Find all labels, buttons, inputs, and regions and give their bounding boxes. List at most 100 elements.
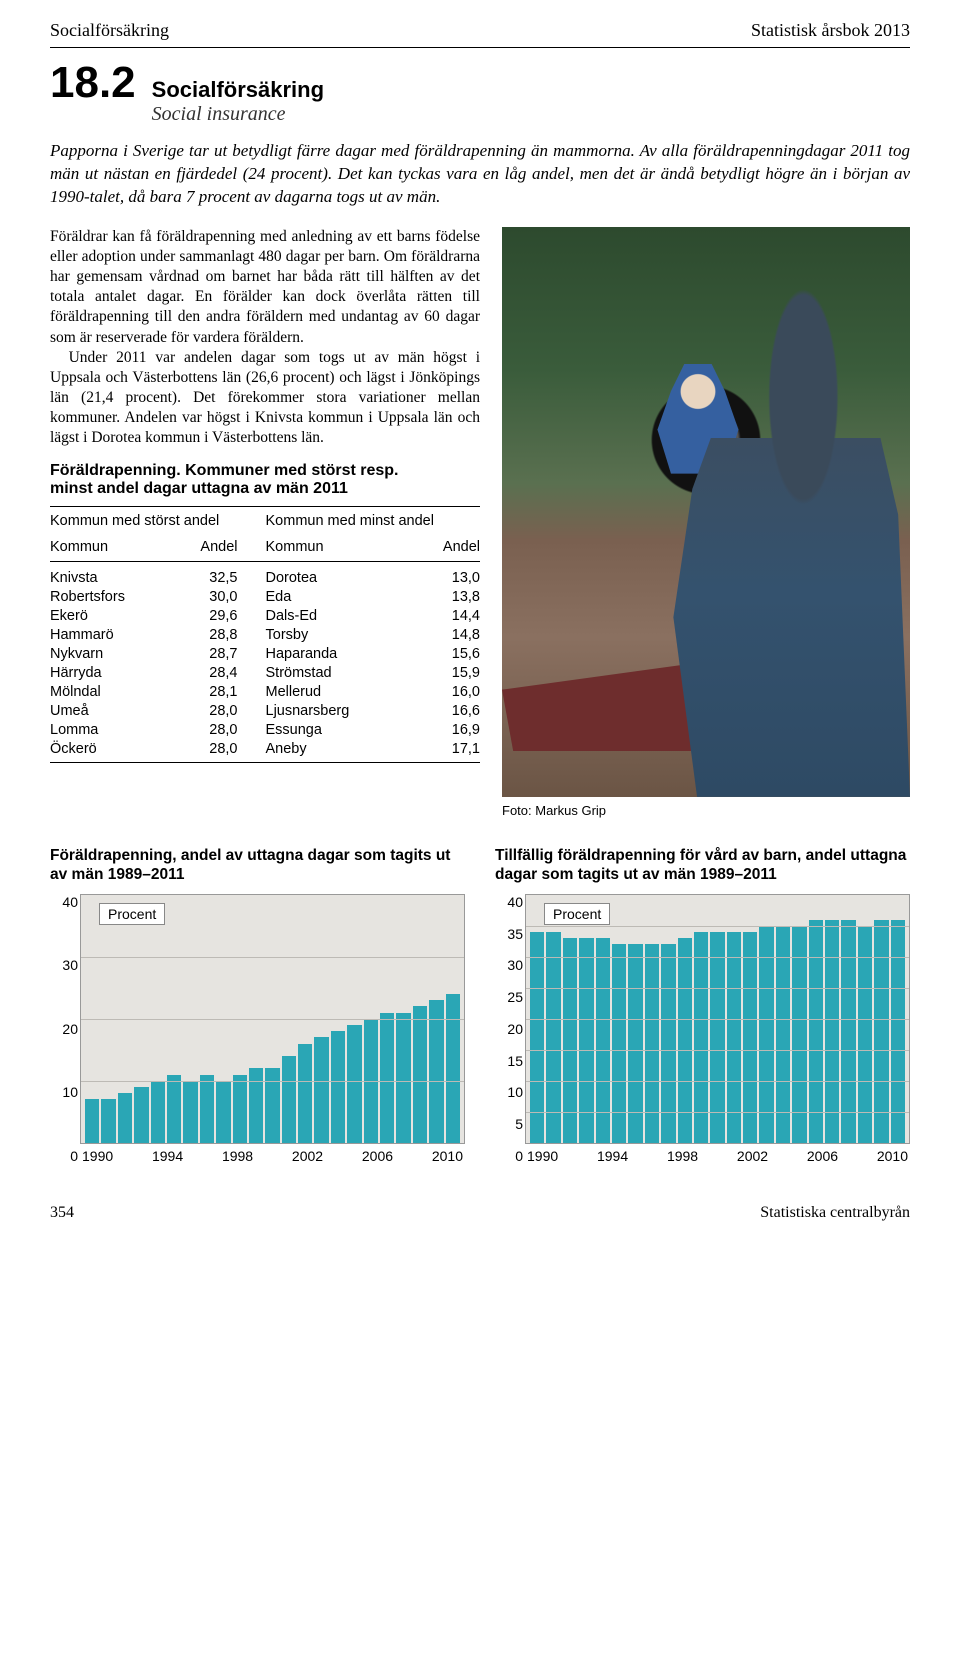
- publisher: Statistiska centralbyrån: [760, 1204, 910, 1222]
- bar: [347, 1025, 361, 1143]
- cell-kommun: Lomma: [50, 720, 165, 739]
- bar: [380, 1013, 394, 1143]
- bar: [661, 944, 675, 1142]
- cell-andel: 28,0: [165, 739, 265, 758]
- photo: [502, 227, 910, 797]
- cell-kommun: Torsby: [266, 625, 415, 644]
- xtick-label: 2002: [737, 1148, 768, 1164]
- bar: [446, 994, 460, 1143]
- ytick-label: 20: [497, 1021, 523, 1037]
- cell-andel: 13,0: [414, 561, 480, 587]
- page-number: 354: [50, 1204, 74, 1222]
- bar: [200, 1075, 214, 1143]
- ytick-label: 20: [52, 1021, 78, 1037]
- cell-andel: 15,9: [414, 663, 480, 682]
- cell-kommun: Ljusnarsberg: [266, 701, 415, 720]
- xtick-label: 2006: [362, 1148, 393, 1164]
- gridline: [526, 1112, 909, 1113]
- table-row: Lomma28,0Essunga16,9: [50, 720, 480, 739]
- cell-kommun: Strömstad: [266, 663, 415, 682]
- bar: [825, 920, 839, 1143]
- cell-kommun: Dorotea: [266, 561, 415, 587]
- chart-left: Föräldrapenning, andel av uttagna dagar …: [50, 846, 465, 1164]
- xtick-label: 1998: [667, 1148, 698, 1164]
- bar: [612, 944, 626, 1142]
- body-paragraph-1: Föräldrar kan få föräldrapenning med anl…: [50, 227, 480, 348]
- gridline: [81, 957, 464, 958]
- bar: [282, 1056, 296, 1143]
- bar: [249, 1068, 263, 1142]
- chart-right: Tillfällig föräldrapenning för vård av b…: [495, 846, 910, 1164]
- bar: [413, 1006, 427, 1142]
- page-header: Socialförsäkring Statistisk årsbok 2013: [50, 20, 910, 41]
- bar: [134, 1087, 148, 1143]
- bar: [331, 1031, 345, 1143]
- chart-right-area: Procent: [525, 894, 910, 1144]
- section-number: 18.2: [50, 58, 136, 108]
- bar: [645, 944, 659, 1142]
- intro-paragraph: Papporna i Sverige tar ut betydligt färr…: [50, 140, 910, 209]
- cell-kommun: Mölndal: [50, 682, 165, 701]
- cell-andel: 16,6: [414, 701, 480, 720]
- col-kommun-1: Kommun: [50, 537, 165, 561]
- ytick-label: 25: [497, 989, 523, 1005]
- bar: [118, 1093, 132, 1143]
- table-row: Umeå28,0Ljusnarsberg16,6: [50, 701, 480, 720]
- cell-kommun: Knivsta: [50, 561, 165, 587]
- bar: [792, 926, 806, 1143]
- ytick-label: 5: [497, 1116, 523, 1132]
- cell-andel: 28,8: [165, 625, 265, 644]
- gridline: [81, 1081, 464, 1082]
- gridline: [526, 1019, 909, 1020]
- xtick-label: 1998: [222, 1148, 253, 1164]
- table-row: Mölndal28,1Mellerud16,0: [50, 682, 480, 701]
- kommun-table: Kommun med störst andel Kommun med minst…: [50, 507, 480, 758]
- bar: [298, 1044, 312, 1143]
- cell-andel: 30,0: [165, 587, 265, 606]
- bar: [809, 920, 823, 1143]
- bar: [841, 920, 855, 1143]
- charts-row: Föräldrapenning, andel av uttagna dagar …: [50, 846, 910, 1164]
- col-kommun-2: Kommun: [266, 537, 415, 561]
- ytick-label: 10: [497, 1084, 523, 1100]
- table-row: Öckerö28,0Aneby17,1: [50, 739, 480, 758]
- cell-andel: 29,6: [165, 606, 265, 625]
- xtick-label: 1994: [152, 1148, 183, 1164]
- table-heading: Föräldrapenning. Kommuner med störst res…: [50, 462, 480, 498]
- cell-kommun: Ekerö: [50, 606, 165, 625]
- ytick-label: 0: [52, 1148, 78, 1164]
- header-rule: [50, 47, 910, 48]
- cell-kommun: Mellerud: [266, 682, 415, 701]
- right-column: Foto: Markus Grip: [502, 227, 910, 818]
- cell-kommun: Dals-Ed: [266, 606, 415, 625]
- bar: [776, 926, 790, 1143]
- bar: [396, 1013, 410, 1143]
- cell-andel: 28,0: [165, 701, 265, 720]
- cell-andel: 28,1: [165, 682, 265, 701]
- bar: [216, 1081, 230, 1143]
- cell-andel: 17,1: [414, 739, 480, 758]
- ytick-label: 40: [52, 894, 78, 910]
- chart-right-title: Tillfällig föräldrapenning för vård av b…: [495, 846, 910, 888]
- cell-kommun: Umeå: [50, 701, 165, 720]
- cell-andel: 32,5: [165, 561, 265, 587]
- cell-kommun: Hammarö: [50, 625, 165, 644]
- cell-kommun: Öckerö: [50, 739, 165, 758]
- table-row: Robertsfors30,0Eda13,8: [50, 587, 480, 606]
- cell-kommun: Essunga: [266, 720, 415, 739]
- cell-andel: 28,0: [165, 720, 265, 739]
- bar: [429, 1000, 443, 1143]
- bar: [314, 1037, 328, 1142]
- cell-kommun: Härryda: [50, 663, 165, 682]
- chart-left-title: Föräldrapenning, andel av uttagna dagar …: [50, 846, 465, 888]
- chart-left-xaxis: 199019941998200220062010: [80, 1144, 465, 1164]
- section-title-en: Social insurance: [152, 103, 324, 126]
- table-row: Hammarö28,8Torsby14,8: [50, 625, 480, 644]
- chart-left-yaxis: 403020100: [52, 894, 78, 1164]
- two-column-layout: Föräldrar kan få föräldrapenning med anl…: [50, 227, 910, 818]
- col-andel-1: Andel: [165, 537, 265, 561]
- ytick-label: 0: [497, 1148, 523, 1164]
- xtick-label: 1990: [527, 1148, 558, 1164]
- table-row: Knivsta32,5Dorotea13,0: [50, 561, 480, 587]
- ytick-label: 15: [497, 1053, 523, 1069]
